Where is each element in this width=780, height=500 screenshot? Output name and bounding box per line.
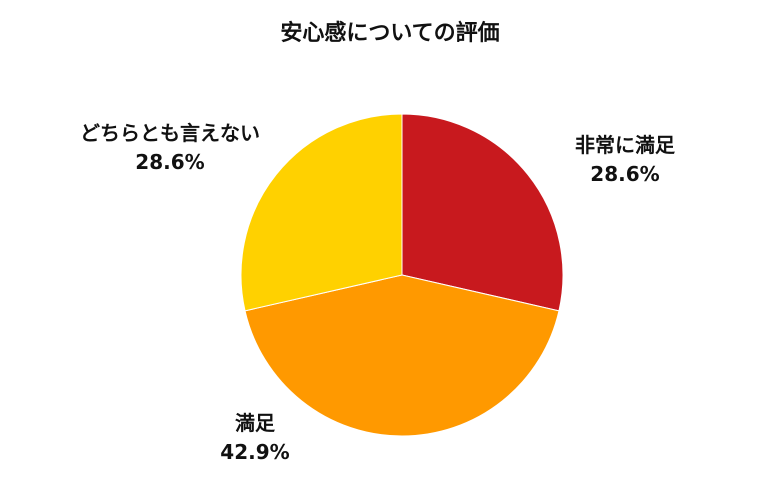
slice-label-very-satisfied: 非常に満足 <box>575 133 676 157</box>
slice-percent-neutral: 28.6% <box>135 150 204 174</box>
pie-slice-satisfied <box>244 274 560 437</box>
pie-slice-neutral <box>240 113 403 312</box>
slice-percent-satisfied: 42.9% <box>220 440 289 464</box>
chart-title: 安心感についての評価 <box>280 20 499 46</box>
slice-percent-very-satisfied: 28.6% <box>590 162 659 186</box>
pie-slices <box>240 113 564 437</box>
pie-slice-very-satisfied <box>401 113 564 312</box>
slice-label-satisfied: 満足 <box>235 411 276 435</box>
slice-label-neutral: どちらとも言えない <box>80 121 260 145</box>
